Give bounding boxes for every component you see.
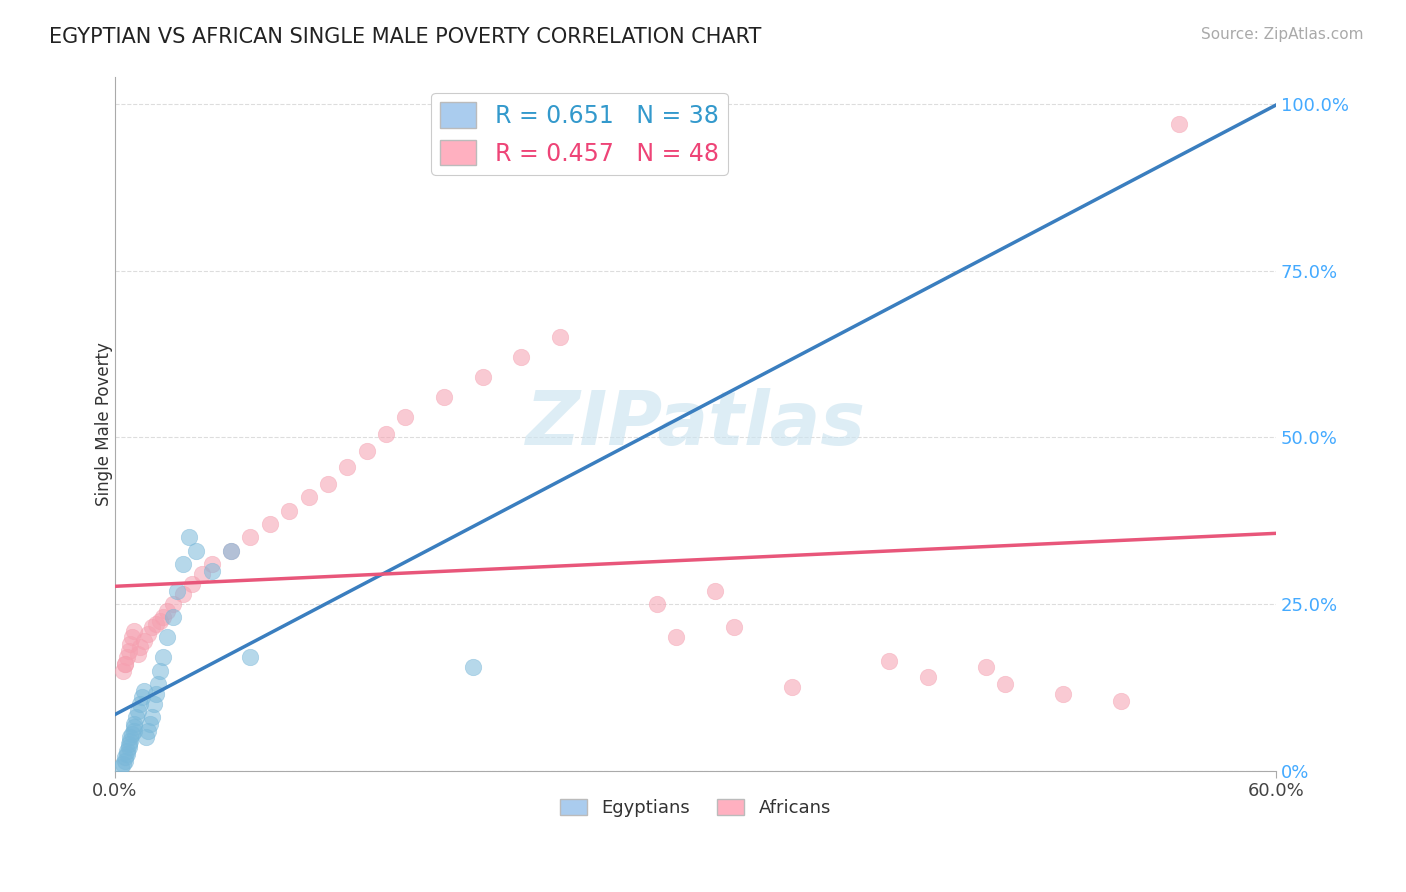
Point: [1168, 117, 1191, 131]
Point: [177, 530, 200, 544]
Point: [127, 704, 149, 718]
Point: [278, 504, 301, 518]
Point: [127, 647, 149, 661]
Point: [239, 530, 262, 544]
Point: [135, 731, 157, 745]
Point: [172, 557, 194, 571]
Point: [120, 731, 142, 745]
Point: [166, 583, 188, 598]
Point: [259, 517, 281, 532]
Point: [1109, 694, 1132, 708]
Point: [114, 750, 136, 764]
Point: [148, 664, 170, 678]
Point: [148, 614, 170, 628]
Point: [121, 631, 143, 645]
Point: [201, 557, 224, 571]
Point: [121, 727, 143, 741]
Point: [124, 717, 146, 731]
Point: [117, 643, 139, 657]
Point: [172, 587, 194, 601]
Point: [132, 683, 155, 698]
Point: [141, 710, 163, 724]
Point: [219, 543, 242, 558]
Point: [510, 351, 533, 365]
Point: [356, 443, 378, 458]
Point: [471, 370, 494, 384]
Point: [114, 657, 136, 671]
Point: [120, 733, 142, 747]
Point: [124, 720, 146, 734]
Point: [1052, 687, 1074, 701]
Point: [548, 330, 571, 344]
Point: [145, 687, 167, 701]
Point: [129, 697, 152, 711]
Point: [162, 597, 184, 611]
Point: [111, 664, 134, 678]
Point: [201, 564, 224, 578]
Point: [129, 640, 152, 655]
Point: [141, 620, 163, 634]
Point: [316, 477, 339, 491]
Point: [186, 543, 208, 558]
Point: [152, 650, 174, 665]
Point: [117, 740, 139, 755]
Point: [115, 747, 138, 761]
Point: [780, 681, 803, 695]
Point: [239, 650, 262, 665]
Point: [665, 631, 688, 645]
Text: EGYPTIAN VS AFRICAN SINGLE MALE POVERTY CORRELATION CHART: EGYPTIAN VS AFRICAN SINGLE MALE POVERTY …: [49, 27, 762, 46]
Point: [117, 737, 139, 751]
Point: [156, 604, 179, 618]
Point: [124, 723, 146, 738]
Point: [125, 710, 148, 724]
Point: [917, 670, 939, 684]
Point: [156, 631, 179, 645]
Point: [136, 627, 159, 641]
Point: [136, 723, 159, 738]
Point: [120, 637, 142, 651]
Point: [703, 583, 725, 598]
Point: [124, 624, 146, 638]
Point: [114, 754, 136, 768]
Point: [336, 460, 359, 475]
Point: [994, 677, 1017, 691]
Point: [162, 610, 184, 624]
Point: [142, 697, 165, 711]
Legend: Egyptians, Africans: Egyptians, Africans: [553, 791, 838, 824]
Point: [723, 620, 745, 634]
Text: ZIPatlas: ZIPatlas: [526, 387, 866, 460]
Point: [145, 617, 167, 632]
Y-axis label: Single Male Poverty: Single Male Poverty: [96, 343, 112, 506]
Point: [114, 657, 136, 671]
Point: [111, 757, 134, 772]
Point: [115, 650, 138, 665]
Point: [131, 690, 153, 705]
Point: [974, 660, 997, 674]
Point: [297, 491, 319, 505]
Point: [433, 391, 456, 405]
Point: [461, 660, 484, 674]
Point: [645, 597, 668, 611]
Point: [181, 577, 204, 591]
Point: [115, 744, 138, 758]
Point: [394, 410, 416, 425]
Point: [152, 610, 174, 624]
Point: [139, 717, 162, 731]
Point: [146, 677, 169, 691]
Text: Source: ZipAtlas.com: Source: ZipAtlas.com: [1201, 27, 1364, 42]
Point: [110, 760, 132, 774]
Point: [877, 654, 900, 668]
Point: [219, 543, 242, 558]
Point: [374, 427, 396, 442]
Point: [191, 567, 214, 582]
Point: [132, 633, 155, 648]
